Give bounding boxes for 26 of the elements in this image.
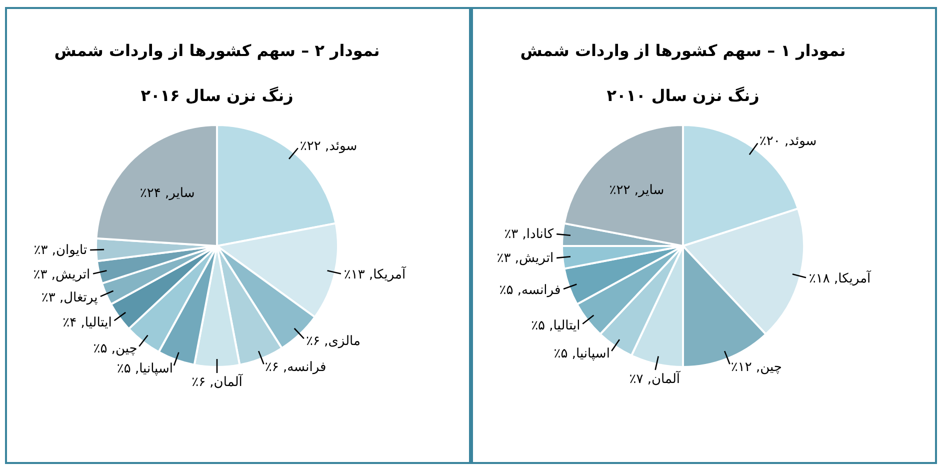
chart-subtitle: زنگ نزن سال ۲۰۱۶ (140, 86, 294, 105)
slice-label: سوئد, ۲۰٪ (759, 134, 817, 149)
slice-label: سایر, ۲۴٪ (140, 186, 195, 202)
slice-label: فرانسه, ۶٪ (264, 360, 326, 375)
slice-label: فرانسه, ۵٪ (499, 283, 561, 298)
slice-label: آلمان, ۷٪ (629, 370, 682, 387)
slice-label: اتریش, ۳٪ (496, 251, 554, 266)
slice-label: ایتالیا, ۴٪ (62, 315, 112, 330)
slice-label: اسپانیا, ۵٪ (554, 346, 610, 362)
slice-label: کانادا, ۳٪ (504, 226, 554, 242)
slice-label: سوئد, ۲۲٪ (300, 138, 358, 154)
slice-label: ایتالیا, ۵٪ (531, 318, 580, 334)
slice-label: سایر, ۲۲٪ (609, 183, 664, 198)
slice-label: تایوان, ۳٪ (34, 243, 88, 258)
chart-subtitle: زنگ نزن سال ۲۰۱۰ (606, 86, 760, 105)
slice-label: چین, ۱۲٪ (730, 360, 782, 375)
slice-label: چین, ۵٪ (93, 342, 138, 357)
slice-label: اسپانیا, ۵٪ (116, 361, 173, 376)
slice-label: مالزی, ۶٪ (306, 334, 360, 349)
slice-label: آمریکا, ۱۳٪ (344, 265, 407, 282)
slice-label: آلمان, ۶٪ (192, 373, 244, 390)
chart-title: نمودار ۱ – سهم کشورها از واردات شمش (520, 41, 846, 60)
slice-label: پرتغال, ۳٪ (41, 290, 98, 306)
chart-title: نمودار ۲ – سهم کشورها از واردات شمش (54, 41, 380, 60)
slice-label: آمریکا, ۱۸٪ (808, 269, 872, 286)
slice-label: اتریش, ۳٪ (33, 267, 90, 282)
